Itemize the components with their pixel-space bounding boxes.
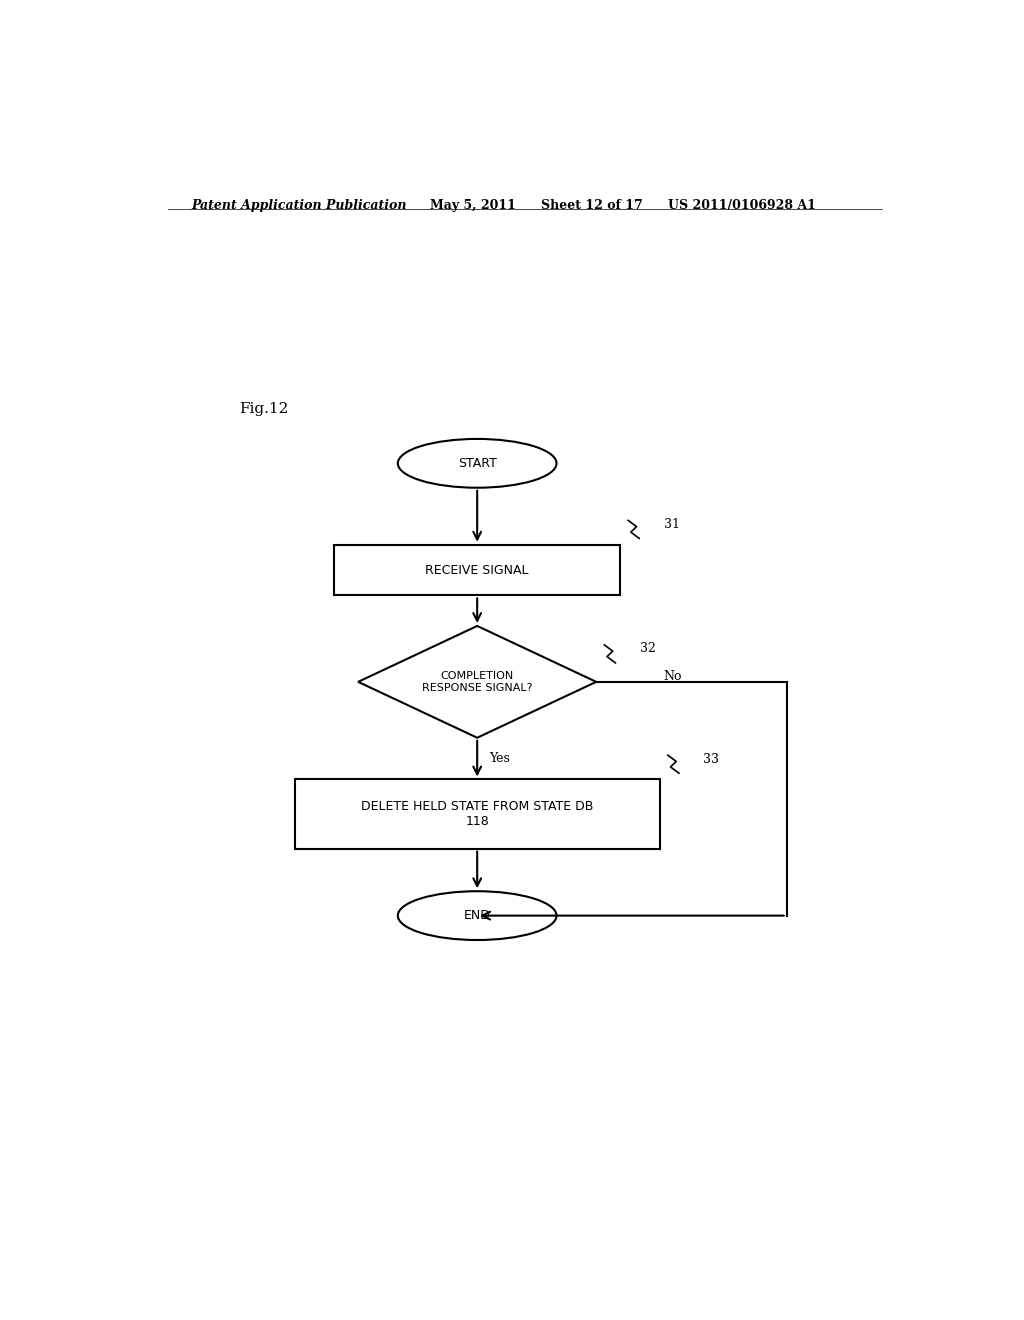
Text: Sheet 12 of 17: Sheet 12 of 17 [541, 199, 642, 213]
Bar [295, 779, 659, 849]
Text: START: START [458, 457, 497, 470]
Text: Fig.12: Fig.12 [240, 403, 289, 416]
Text: DELETE HELD STATE FROM STATE DB
118: DELETE HELD STATE FROM STATE DB 118 [361, 800, 593, 828]
Text: COMPLETION
RESPONSE SIGNAL?: COMPLETION RESPONSE SIGNAL? [422, 671, 532, 693]
Polygon shape [358, 626, 596, 738]
Text: May 5, 2011: May 5, 2011 [430, 199, 515, 213]
Bar [334, 545, 620, 595]
Text: RECEIVE SIGNAL: RECEIVE SIGNAL [425, 564, 529, 577]
Text: END: END [464, 909, 490, 923]
Text: Yes: Yes [489, 752, 510, 766]
Text: 32: 32 [640, 643, 655, 655]
Text: US 2011/0106928 A1: US 2011/0106928 A1 [668, 199, 815, 213]
Text: No: No [664, 671, 682, 684]
Ellipse shape [397, 891, 557, 940]
Text: 31: 31 [664, 517, 680, 531]
Text: 33: 33 [703, 752, 720, 766]
Ellipse shape [397, 440, 557, 487]
Text: Patent Application Publication: Patent Application Publication [191, 199, 407, 213]
